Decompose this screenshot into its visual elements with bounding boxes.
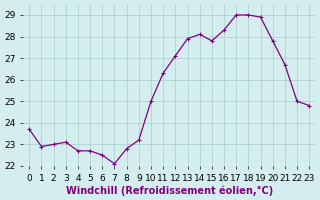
X-axis label: Windchill (Refroidissement éolien,°C): Windchill (Refroidissement éolien,°C) xyxy=(66,185,273,196)
